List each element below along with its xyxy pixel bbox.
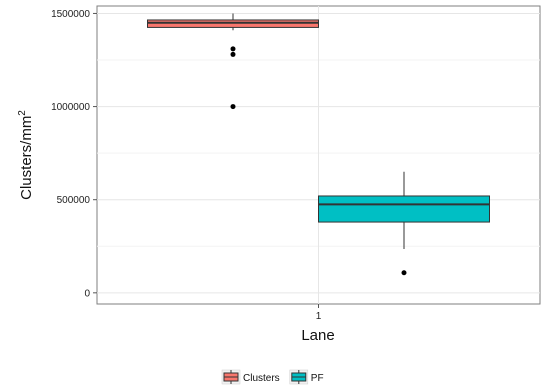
y-axis-title: Clusters/mm2 <box>17 110 35 200</box>
box-series <box>147 13 490 276</box>
y-tick-label: 1500000 <box>51 9 90 20</box>
x-tick-label: 1 <box>316 311 322 322</box>
x-axis-title: Lane <box>301 327 334 344</box>
outlier-point <box>230 51 236 57</box>
y-axis-title-main: Clusters/mm <box>18 116 35 200</box>
outlier-point <box>230 104 236 110</box>
x-axis: 1 <box>316 304 322 322</box>
legend-label-pf: PF <box>311 373 324 384</box>
y-axis-title-superscript: 2 <box>17 110 28 116</box>
outlier-point <box>230 46 236 52</box>
y-axis: 0 500000 1000000 1500000 <box>51 9 97 299</box>
legend-label-clusters: Clusters <box>243 373 280 384</box>
y-tick-label: 0 <box>84 288 90 299</box>
y-tick-label: 1000000 <box>51 102 90 113</box>
legend: Clusters PF <box>221 369 324 385</box>
y-tick-label: 500000 <box>57 195 91 206</box>
outlier-point <box>401 270 407 276</box>
box-pf <box>318 195 490 223</box>
